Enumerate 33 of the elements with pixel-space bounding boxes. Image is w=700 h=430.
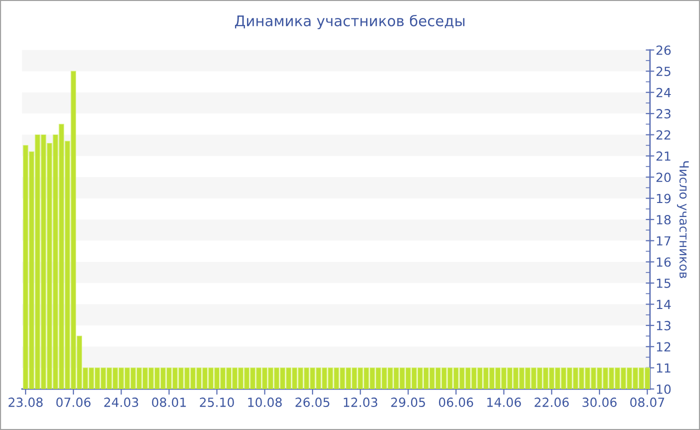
y-tick-label: 11 <box>656 363 670 373</box>
x-tick-label: 29.05 <box>391 398 425 408</box>
y-axis-title: Число участников <box>677 161 689 278</box>
y-tick-label: 24 <box>656 88 671 98</box>
x-tick-label: 24.03 <box>104 398 138 408</box>
y-tick-label: 14 <box>656 300 671 309</box>
chart-title: Динамика участников беседы <box>235 14 464 30</box>
x-tick-label: 12.03 <box>344 398 378 408</box>
y-tick-label: 15 <box>656 278 670 288</box>
x-tick-label: 26.05 <box>296 398 330 408</box>
y-tick-label: 25 <box>656 66 670 76</box>
x-tick-label: 25.10 <box>200 398 234 408</box>
y-tick-label: 17 <box>656 236 670 246</box>
x-tick-label: 30.06 <box>582 398 617 408</box>
x-tick-label: 22.06 <box>534 398 569 408</box>
y-tick-label: 23 <box>656 109 670 118</box>
y-tick-label: 12 <box>656 342 670 352</box>
y-tick-label: 19 <box>656 194 671 204</box>
x-tick-label: 23.08 <box>8 398 43 408</box>
x-tick-label: 06.06 <box>438 398 474 408</box>
y-tick-label: 18 <box>656 214 671 224</box>
x-tick-label: 08.07 <box>630 398 664 408</box>
x-tick-label: 08.01 <box>152 398 186 408</box>
x-tick-label: 14.06 <box>487 398 521 408</box>
y-tick-label: 20 <box>656 172 671 182</box>
y-tick-label: 10 <box>656 384 671 394</box>
x-tick-label: 10.08 <box>248 398 282 408</box>
y-tick-label: 16 <box>656 257 671 267</box>
y-tick-label: 21 <box>656 151 670 161</box>
x-tick-label: 07.06 <box>56 398 91 408</box>
y-tick-label: 26 <box>656 45 671 55</box>
y-tick-label: 13 <box>656 320 670 330</box>
y-tick-label: 22 <box>656 130 670 140</box>
